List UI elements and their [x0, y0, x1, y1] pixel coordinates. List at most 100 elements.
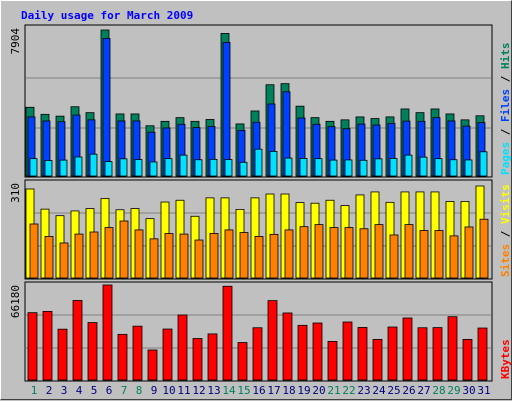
bar-sites: [284, 229, 294, 279]
chart-title: Daily usage for March 2009: [21, 9, 193, 22]
x-tick-label: 15: [237, 384, 250, 397]
bar-sites: [254, 236, 264, 279]
legend-sites-visits: Sites / Visits: [499, 184, 512, 277]
x-tick-label: 5: [91, 384, 98, 397]
kbytes-panel: 66180 KBytes: [9, 281, 512, 382]
bar-sites: [419, 230, 429, 279]
bar-kbytes: [372, 338, 383, 381]
bar-sites: [89, 231, 99, 279]
bar-kbytes: [387, 326, 398, 381]
bar-sites: [149, 238, 159, 279]
hits-files-pages-panel: 7904 Pages / Files / Hits: [9, 24, 512, 178]
bar-sites: [164, 233, 174, 279]
bar-sites: [44, 236, 54, 279]
bar-sites: [314, 224, 324, 279]
x-tick-label: 6: [106, 384, 113, 397]
visits-sites-panel: 310 Sites / Visits: [9, 179, 512, 280]
bar-kbytes: [42, 310, 53, 381]
x-tick-label: 23: [357, 384, 370, 397]
x-tick-label: 26: [402, 384, 415, 397]
x-tick-label: 13: [207, 384, 220, 397]
y-max-label-visits: 310: [9, 183, 22, 203]
bar-kbytes: [357, 327, 368, 381]
svg-text:Sites / Vi: Sites / Visits: [499, 184, 512, 277]
bar-sites: [404, 224, 414, 279]
bar-pages: [479, 151, 488, 177]
legend-separator: /: [499, 128, 512, 135]
bar-kbytes: [222, 285, 233, 381]
bar-pages: [344, 159, 353, 177]
x-tick-label: 29: [447, 384, 460, 397]
bar-sites: [59, 242, 69, 279]
bar-sites: [134, 229, 144, 279]
x-tick-label: 7: [121, 384, 128, 397]
x-tick-label: 27: [417, 384, 430, 397]
bar-kbytes: [87, 322, 98, 381]
x-tick-label: 17: [267, 384, 280, 397]
bar-kbytes: [402, 317, 413, 381]
x-tick-label: 3: [61, 384, 68, 397]
bar-kbytes: [447, 316, 458, 381]
x-tick-label: 25: [387, 384, 400, 397]
bar-kbytes: [327, 340, 338, 381]
legend-hits-files-pages: Pages / Files / Hits: [499, 43, 512, 176]
bar-pages: [194, 159, 203, 177]
bar-kbytes: [117, 333, 128, 381]
bar-files: [102, 37, 111, 177]
bar-sites: [434, 230, 444, 279]
bar-pages: [164, 158, 173, 177]
x-tick-label: 12: [192, 384, 205, 397]
bar-kbytes: [312, 322, 323, 381]
x-tick-label: 4: [76, 384, 83, 397]
x-tick-label: 10: [162, 384, 175, 397]
x-tick-label: 31: [477, 384, 490, 397]
bar-sites: [209, 233, 219, 279]
bar-sites: [299, 226, 309, 279]
x-axis-day-labels: 1 2 3 4 5 6 7 8 9 10 11 12 13 14 15 16 17 18 19 20 21 22 23 24 2…: [31, 384, 491, 397]
bar-kbytes: [297, 324, 308, 381]
bar-sites: [374, 224, 384, 279]
bar-sites: [389, 234, 399, 279]
x-tick-label: 14: [222, 384, 236, 397]
x-tick-label: 16: [252, 384, 265, 397]
bar-sites: [29, 223, 39, 279]
bar-kbytes: [342, 321, 353, 381]
bar-sites: [119, 220, 129, 279]
x-tick-label: 1: [31, 384, 38, 397]
x-tick-label: 18: [282, 384, 295, 397]
bar-kbytes: [177, 314, 188, 381]
bar-kbytes: [162, 328, 173, 381]
bar-pages: [209, 158, 218, 177]
bar-kbytes: [72, 300, 83, 381]
x-tick-label: 20: [312, 384, 325, 397]
x-tick-label: 19: [297, 384, 310, 397]
bar-kbytes: [432, 327, 443, 381]
bar-kbytes: [147, 349, 158, 381]
bar-pages: [284, 157, 293, 177]
bar-sites: [104, 227, 114, 279]
bar-kbytes: [462, 338, 473, 381]
bar-pages: [239, 161, 248, 177]
bar-pages: [329, 159, 338, 177]
bar-kbytes: [417, 327, 428, 381]
x-tick-label: 24: [372, 384, 386, 397]
bar-sites: [329, 227, 339, 279]
bar-kbytes: [477, 327, 488, 381]
legend-files: Files: [499, 89, 512, 122]
x-tick-label: 8: [136, 384, 143, 397]
bar-kbytes: [267, 300, 278, 381]
bar-pages: [119, 158, 128, 177]
bar-pages: [254, 148, 263, 177]
x-tick-label: 9: [151, 384, 158, 397]
bar-sites: [479, 218, 489, 279]
bar-pages: [359, 159, 368, 177]
bar-pages: [434, 158, 443, 177]
bar-files: [222, 42, 231, 177]
bar-kbytes: [102, 284, 113, 381]
legend-separator: /: [499, 75, 512, 82]
bar-kbytes: [132, 325, 143, 381]
bar-pages: [89, 153, 98, 177]
bar-kbytes: [237, 342, 248, 381]
bar-pages: [149, 161, 158, 177]
